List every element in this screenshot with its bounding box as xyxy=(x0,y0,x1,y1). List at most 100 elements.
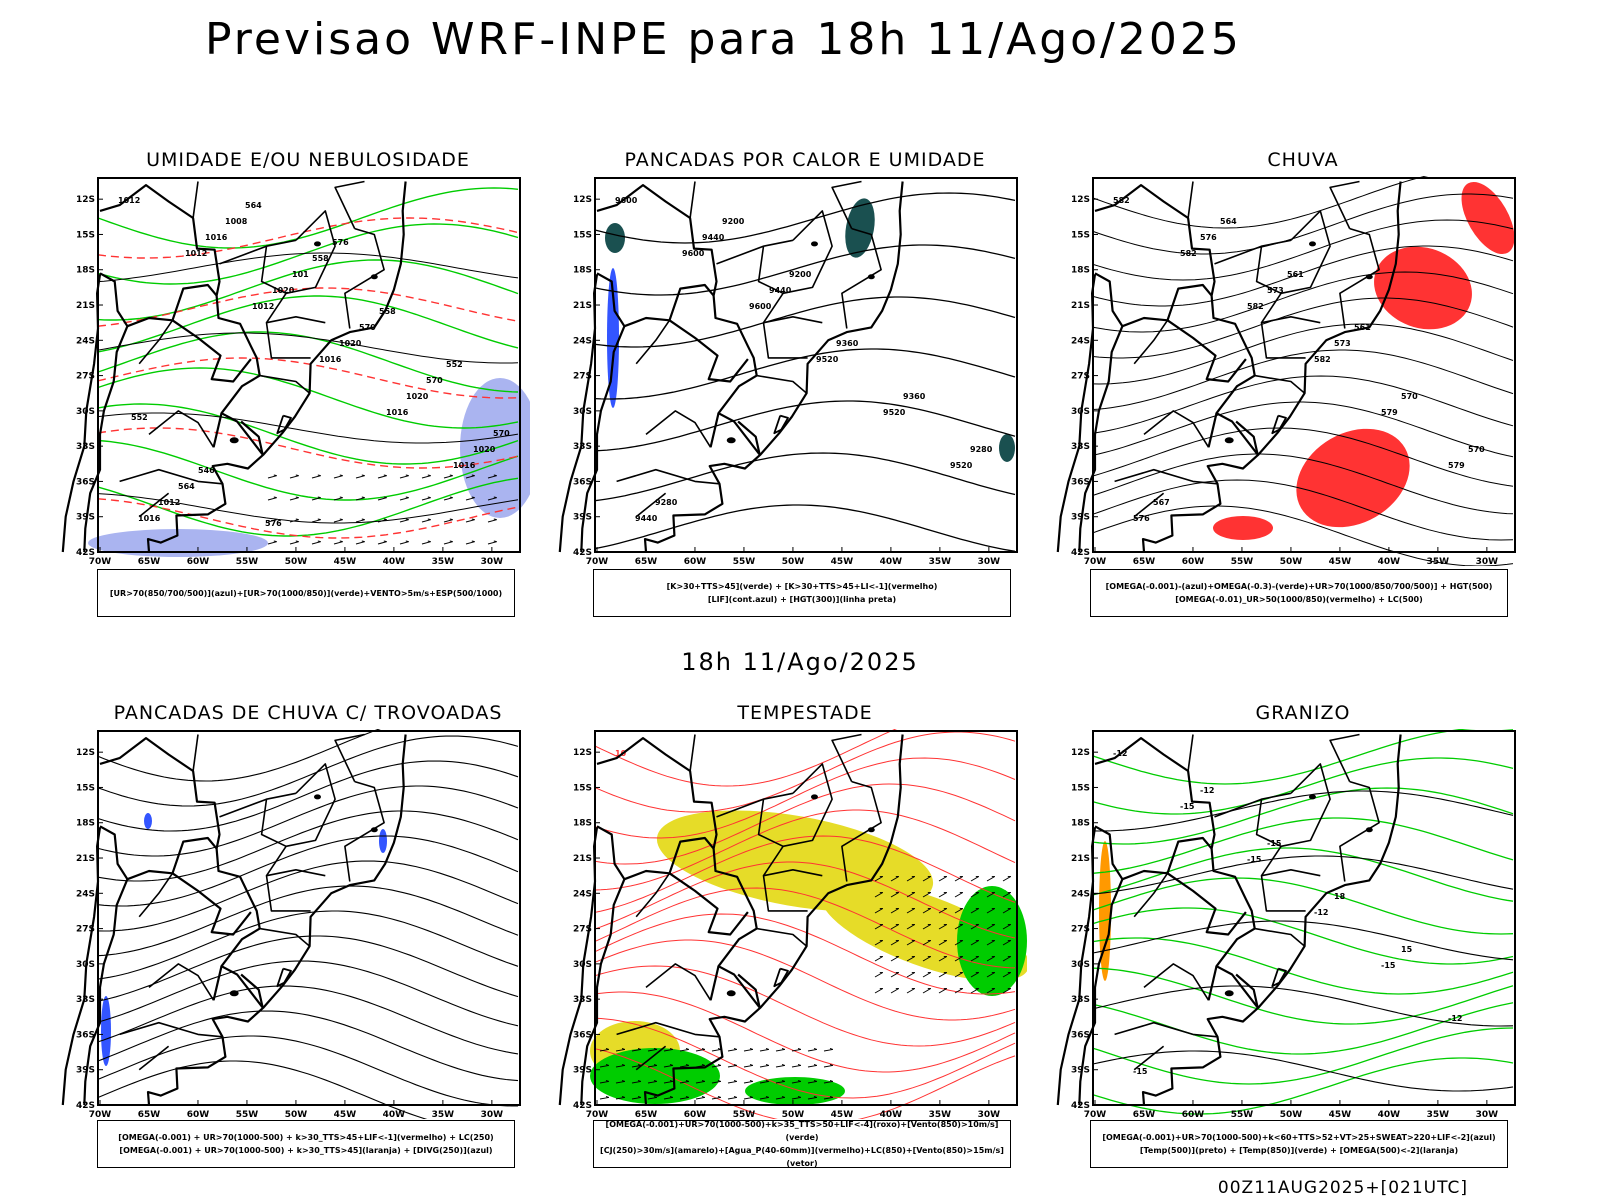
border-line xyxy=(219,245,267,265)
wind-vector xyxy=(1002,892,1012,898)
wind-vector-head xyxy=(339,474,343,477)
lat-tick-label: 24S xyxy=(1071,889,1090,899)
lon-tick-label: 70W xyxy=(89,1110,112,1119)
map-frame xyxy=(97,177,521,553)
height-contour xyxy=(594,244,1016,296)
border-line xyxy=(1255,763,1331,848)
wind-vector xyxy=(906,940,916,946)
border-line xyxy=(1214,798,1262,818)
streamline-red xyxy=(594,1048,1016,1119)
wind-vector-head xyxy=(273,496,277,499)
wind-vector xyxy=(954,940,964,946)
temp500-contour xyxy=(1092,855,1514,895)
legend-umidade: [UR>70(850/700/500)](azul)+[UR>70(1000/8… xyxy=(97,569,515,617)
lon-tick-label: 40W xyxy=(383,557,406,566)
border-line xyxy=(1078,272,1124,553)
wind-vector xyxy=(938,908,948,914)
contour-label: 1020 xyxy=(406,392,429,401)
contour-label: 561 xyxy=(1287,270,1304,279)
map-chuva: 5825825825825795795765765735735705705675… xyxy=(1056,176,1516,566)
height-contour xyxy=(1092,349,1514,410)
lon-tick-label: 60W xyxy=(187,1110,210,1119)
map-frame xyxy=(1092,177,1516,553)
atlantic-coastline xyxy=(643,181,904,553)
wind-vector xyxy=(615,1096,625,1100)
lat-tick-label: 42S xyxy=(76,1101,95,1111)
temp500-contour xyxy=(1092,985,1514,1027)
contour-label: 1016 xyxy=(138,514,161,523)
lon-tick-label: 40W xyxy=(880,1110,903,1119)
wind-vector xyxy=(399,497,409,501)
border-line xyxy=(668,283,715,321)
wind-vector xyxy=(938,876,948,882)
wind-vector xyxy=(890,908,900,914)
lagoa-dos-patos xyxy=(1271,967,1287,988)
lon-tick-label: 70W xyxy=(586,1110,609,1119)
wind-vector xyxy=(631,1080,641,1084)
wind-vector xyxy=(874,956,884,962)
lat-tick-label: 39S xyxy=(76,1066,95,1076)
wind-vector-head xyxy=(797,1080,802,1082)
rain-area-red xyxy=(1374,246,1472,330)
wind-vector-head xyxy=(701,1064,706,1066)
legend-line: [CJ(250)>30m/s](amarelo)+[Agua_P(40-60mm… xyxy=(600,1146,1004,1168)
border-line xyxy=(1207,965,1218,1001)
wind-vector-head xyxy=(717,1080,722,1082)
contour-label: -15 xyxy=(1247,855,1262,864)
wind-vector-head xyxy=(317,540,321,543)
wind-vector xyxy=(823,1064,833,1068)
border-line xyxy=(1122,869,1168,881)
border-line xyxy=(334,180,365,229)
border-line xyxy=(1235,420,1259,455)
lat-tick-label: 39S xyxy=(1071,1066,1090,1076)
wind-vector xyxy=(970,908,980,914)
lat-tick-label: 12S xyxy=(573,748,592,758)
height-contour xyxy=(1092,505,1514,566)
wind-vector xyxy=(970,988,980,994)
contour-label: -15 xyxy=(1381,961,1396,970)
contour-label: 582 xyxy=(1180,249,1197,258)
wind-vector-head xyxy=(427,496,431,499)
wind-vector-head xyxy=(317,518,321,521)
contour-label: 9360 xyxy=(903,392,926,401)
thickness-contour-red xyxy=(97,427,519,469)
lagoa-dos-patos xyxy=(276,967,292,988)
contour-label: 570 xyxy=(359,323,376,332)
legend-line: [UR>70(850/700/500)](azul)+[UR>70(1000/8… xyxy=(109,588,503,598)
wind-vector-head xyxy=(733,1096,738,1098)
wind-vector xyxy=(711,1048,721,1052)
wind-vector xyxy=(807,1048,817,1052)
wind-vector xyxy=(421,541,431,545)
lake-marker xyxy=(867,274,875,280)
lifted-index-area xyxy=(607,268,619,408)
contour-label: 9600 xyxy=(749,302,772,311)
wind-vector xyxy=(986,892,996,898)
contour-label: 9280 xyxy=(655,498,678,507)
wind-vector-head xyxy=(449,474,453,477)
wind-vector-head xyxy=(765,1048,770,1050)
wind-vector xyxy=(874,876,884,882)
omega-area-orange xyxy=(1099,841,1111,981)
border-line xyxy=(1254,927,1306,947)
instability-area xyxy=(845,198,875,258)
wind-vector xyxy=(759,1048,769,1052)
contour-label: -15 xyxy=(1180,802,1195,811)
map-background xyxy=(1093,731,1515,1105)
border-line xyxy=(689,181,696,219)
wind-vector xyxy=(970,956,980,962)
wind-vector xyxy=(333,519,343,523)
legend-line: [K>30+TTS>45](verde) + [K>30+TTS>45+LI<-… xyxy=(666,582,938,591)
wind-vector xyxy=(938,892,948,898)
wind-vector xyxy=(727,1064,737,1068)
temp500-contour xyxy=(1092,1050,1514,1092)
wind-vector xyxy=(421,497,431,501)
lake-marker xyxy=(867,827,875,833)
wind-vector xyxy=(759,1080,769,1084)
lon-tick-label: 50W xyxy=(782,1110,805,1119)
border-line xyxy=(1133,1045,1165,1071)
wind-vector xyxy=(487,541,497,545)
humidity-contour-green xyxy=(97,477,519,537)
